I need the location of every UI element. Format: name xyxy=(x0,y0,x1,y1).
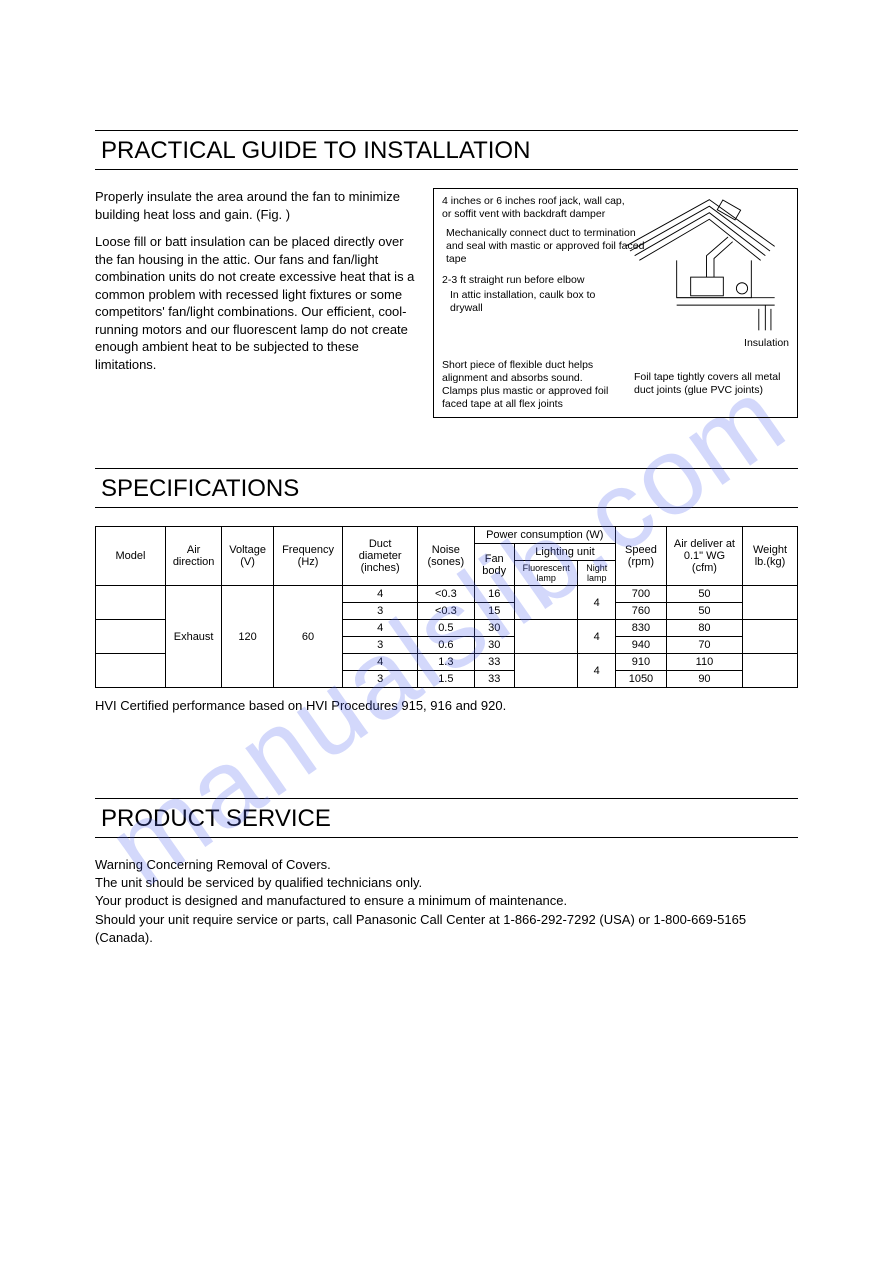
col-airdir: Air direction xyxy=(166,527,222,586)
col-fanbody: Fan body xyxy=(474,544,514,586)
diagram-label-foiltape: Foil tape tightly covers all metal duct … xyxy=(634,371,789,397)
cell-airdir: Exhaust xyxy=(166,586,222,688)
cell-fan: 30 xyxy=(474,637,514,654)
service-title: PRODUCT SERVICE xyxy=(95,798,798,838)
cell-duct: 4 xyxy=(343,620,418,637)
cell-cfm: 110 xyxy=(666,654,742,671)
cell-rpm: 700 xyxy=(616,586,667,603)
service-line: Your product is designed and manufacture… xyxy=(95,892,798,910)
cell-fan: 15 xyxy=(474,603,514,620)
cell-noise: 1.5 xyxy=(418,671,474,688)
col-speed: Speed (rpm) xyxy=(616,527,667,586)
install-diagram: 4 inches or 6 inches roof jack, wall cap… xyxy=(433,188,798,418)
install-title: PRACTICAL GUIDE TO INSTALLATION xyxy=(95,130,798,170)
diagram-label-roofjack: 4 inches or 6 inches roof jack, wall cap… xyxy=(442,195,632,221)
col-voltage: Voltage (V) xyxy=(222,527,274,586)
cell-voltage: 120 xyxy=(222,586,274,688)
cell-weight xyxy=(743,620,798,654)
cell-model xyxy=(96,654,166,688)
cell-freq: 60 xyxy=(273,586,342,688)
cell-fluor xyxy=(514,654,578,688)
cell-noise: 0.6 xyxy=(418,637,474,654)
diagram-label-straight: 2-3 ft straight run before elbow xyxy=(442,274,632,287)
cell-model xyxy=(96,620,166,654)
col-freq: Frequency (Hz) xyxy=(273,527,342,586)
col-lighting: Lighting unit xyxy=(514,544,615,561)
cell-noise: 1.3 xyxy=(418,654,474,671)
col-weight: Weight lb.(kg) xyxy=(743,527,798,586)
install-para2: Loose fill or batt insulation can be pla… xyxy=(95,233,415,373)
cell-rpm: 910 xyxy=(616,654,667,671)
cell-fan: 16 xyxy=(474,586,514,603)
diagram-label-caulk: In attic installation, caulk box to dryw… xyxy=(450,289,620,315)
col-duct: Duct diameter (inches) xyxy=(343,527,418,586)
specs-table: Model Air direction Voltage (V) Frequenc… xyxy=(95,526,798,688)
diagram-label-insulation: Insulation xyxy=(744,337,789,350)
cell-cfm: 50 xyxy=(666,603,742,620)
table-header-row: Model Air direction Voltage (V) Frequenc… xyxy=(96,527,798,544)
cell-cfm: 90 xyxy=(666,671,742,688)
cell-duct: 3 xyxy=(343,671,418,688)
cell-cfm: 50 xyxy=(666,586,742,603)
cell-rpm: 940 xyxy=(616,637,667,654)
cell-duct: 4 xyxy=(343,586,418,603)
cell-cfm: 80 xyxy=(666,620,742,637)
table-row: Exhaust 120 60 4 <0.3 16 4 700 50 xyxy=(96,586,798,603)
col-airdeliver: Air deliver at 0.1" WG (cfm) xyxy=(666,527,742,586)
cell-rpm: 760 xyxy=(616,603,667,620)
cell-rpm: 1050 xyxy=(616,671,667,688)
service-line: The unit should be serviced by qualified… xyxy=(95,874,798,892)
cell-model xyxy=(96,586,166,620)
cell-fluor xyxy=(514,586,578,620)
cell-fan: 33 xyxy=(474,671,514,688)
cell-weight xyxy=(743,654,798,688)
cell-rpm: 830 xyxy=(616,620,667,637)
cell-fluor xyxy=(514,620,578,654)
col-noise: Noise (sones) xyxy=(418,527,474,586)
specs-table-wrap: Model Air direction Voltage (V) Frequenc… xyxy=(95,526,798,688)
service-text: Warning Concerning Removal of Covers. Th… xyxy=(95,856,798,947)
install-text: Properly insulate the area around the fa… xyxy=(95,188,415,418)
cell-noise: <0.3 xyxy=(418,603,474,620)
cell-duct: 3 xyxy=(343,637,418,654)
col-fluor: Fluorescent lamp xyxy=(514,561,578,586)
diagram-label-flex: Short piece of flexible duct helps align… xyxy=(442,359,617,412)
cell-cfm: 70 xyxy=(666,637,742,654)
col-power: Power consumption (W) xyxy=(474,527,616,544)
col-model: Model xyxy=(96,527,166,586)
specs-title: SPECIFICATIONS xyxy=(95,468,798,508)
install-para1: Properly insulate the area around the fa… xyxy=(95,188,415,223)
cell-noise: <0.3 xyxy=(418,586,474,603)
install-row: Properly insulate the area around the fa… xyxy=(95,188,798,418)
col-night: Night lamp xyxy=(578,561,616,586)
service-line: Warning Concerning Removal of Covers. xyxy=(95,856,798,874)
cell-fan: 30 xyxy=(474,620,514,637)
service-line: Should your unit require service or part… xyxy=(95,911,798,947)
cell-duct: 3 xyxy=(343,603,418,620)
cell-night: 4 xyxy=(578,654,616,688)
cell-weight xyxy=(743,586,798,620)
cell-night: 4 xyxy=(578,620,616,654)
cell-duct: 4 xyxy=(343,654,418,671)
cell-noise: 0.5 xyxy=(418,620,474,637)
diagram-label-seal: Mechanically connect duct to termination… xyxy=(446,227,646,266)
cell-fan: 33 xyxy=(474,654,514,671)
cell-night: 4 xyxy=(578,586,616,620)
hvi-note: HVI Certified performance based on HVI P… xyxy=(95,698,798,713)
